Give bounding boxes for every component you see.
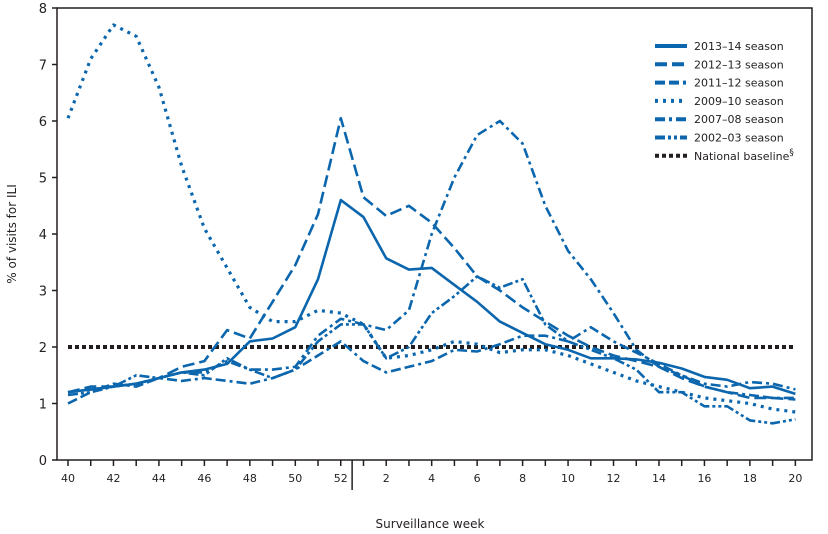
- x-tick-label: 4: [428, 472, 435, 485]
- y-tick-label: 7: [39, 59, 47, 74]
- legend-footnote: §: [789, 148, 794, 158]
- x-tick-label: 6: [474, 472, 481, 485]
- legend-label: 2002–03 season: [694, 132, 784, 145]
- y-tick-label: 6: [39, 115, 47, 130]
- x-tick-label: 16: [697, 472, 711, 485]
- x-tick-label: 50: [288, 472, 302, 485]
- legend-label: 2012–13 season: [694, 58, 784, 71]
- y-tick-label: 2: [39, 341, 47, 356]
- x-tick-label: 18: [743, 472, 757, 485]
- legend: 2013–14 season 2012–13 season 2011–12 seas…: [655, 40, 794, 163]
- y-tick-label: 5: [39, 172, 47, 187]
- y-axis-label: % of visits for ILI: [5, 184, 19, 283]
- series-line-2011–12: [67, 325, 796, 405]
- x-tick-label: 14: [652, 472, 666, 485]
- series-line-2007–08: [67, 119, 796, 394]
- legend-label: 2011–12 season: [694, 77, 784, 90]
- x-tick-label: 12: [607, 472, 621, 485]
- series-line-2009–10: [66, 23, 796, 414]
- y-tick-label: 4: [39, 228, 47, 243]
- x-tick-label: 44: [152, 472, 166, 485]
- x-tick-label: 40: [61, 472, 75, 485]
- x-tick-label: 46: [197, 472, 211, 485]
- y-tick-label: 1: [39, 398, 47, 413]
- series-line-2012–13: [67, 116, 796, 401]
- x-tick-label: 2: [383, 472, 390, 485]
- x-tick-label: 48: [243, 472, 257, 485]
- series-line-2013–14: [67, 198, 796, 396]
- x-tick-label: 42: [106, 472, 120, 485]
- legend-label: 2007–08 season: [694, 113, 784, 126]
- legend-label: 2013–14 season: [694, 40, 784, 53]
- legend-label: 2009–10 season: [694, 95, 784, 108]
- y-tick-label: 3: [39, 285, 47, 300]
- y-tick-label: 0: [39, 454, 47, 469]
- y-tick-label: 8: [39, 2, 47, 17]
- x-tick-label: 52: [334, 472, 348, 485]
- x-tick-label: 10: [561, 472, 575, 485]
- x-axis-label: Surveillance week: [376, 517, 485, 531]
- x-tick-label: 8: [519, 472, 526, 485]
- legend-label: National baseline§: [694, 148, 794, 163]
- series-line-2002–03: [67, 275, 796, 425]
- x-tick-label: 20: [788, 472, 802, 485]
